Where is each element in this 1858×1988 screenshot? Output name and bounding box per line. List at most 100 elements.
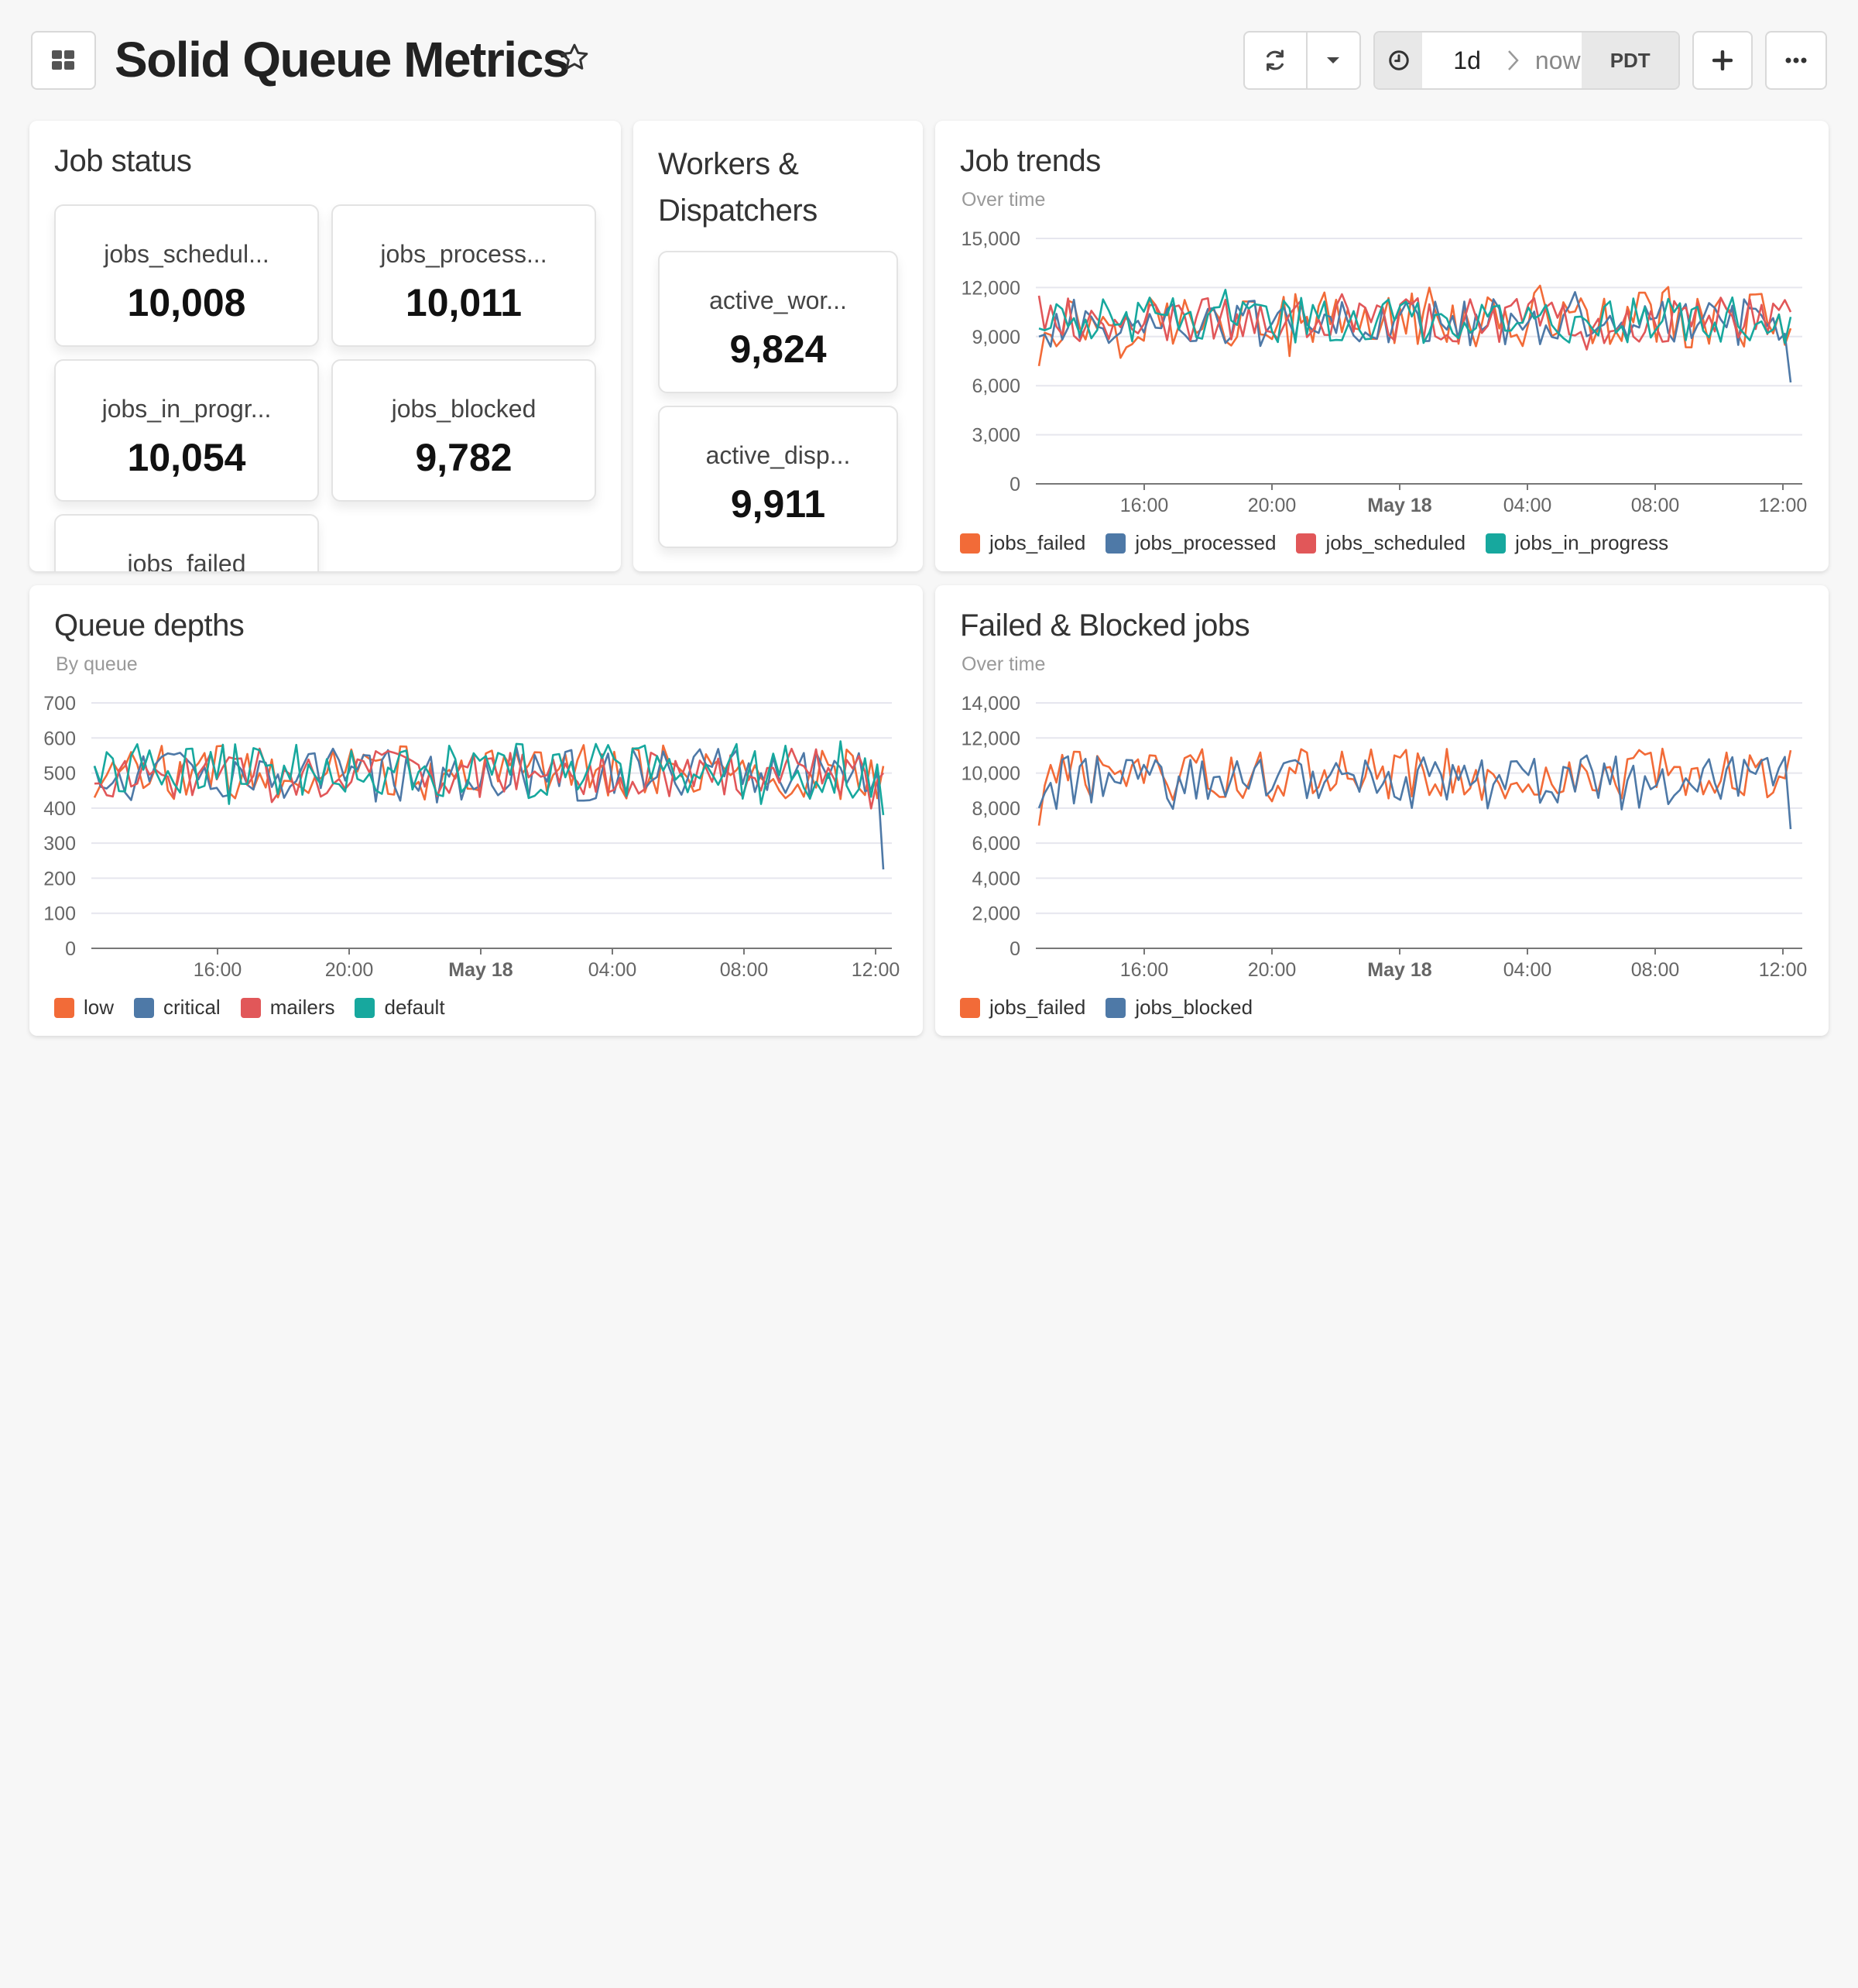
stat-label: jobs_schedul... <box>104 240 269 268</box>
y-tick-label: 14,000 <box>962 693 1020 715</box>
y-tick-label: 0 <box>65 938 76 960</box>
x-tick-label: 12:00 <box>1759 495 1808 516</box>
add-panel-button[interactable] <box>1692 31 1753 90</box>
y-tick-label: 2,000 <box>972 903 1020 925</box>
stat-jobs-failed[interactable]: jobs_failed <box>54 514 319 571</box>
stat-value: 9,824 <box>729 327 827 371</box>
timezone-label: PDT <box>1609 48 1651 72</box>
legend-item-jobs_failed[interactable]: jobs_failed <box>960 996 1085 1020</box>
panel-subtitle: By queue <box>56 653 138 675</box>
x-tick-label: 20:00 <box>1248 495 1297 516</box>
y-tick-label: 6,000 <box>972 375 1020 397</box>
legend-label: jobs_processed <box>1135 531 1277 554</box>
time-range-picker[interactable]: 1d now PDT <box>1373 31 1680 90</box>
stat-jobs-in-progress[interactable]: jobs_in_progr... 10,054 <box>54 359 319 502</box>
legend-item-jobs_blocked[interactable]: jobs_blocked <box>1106 996 1253 1020</box>
legend-item-default[interactable]: default <box>355 996 445 1020</box>
legend-item-jobs_failed[interactable]: jobs_failed <box>960 531 1085 555</box>
series-line-jobs_scheduled[interactable] <box>1037 293 1792 351</box>
stat-label: jobs_failed <box>127 550 246 571</box>
panel-title-line: Dispatchers <box>658 194 818 228</box>
stat-jobs-scheduled[interactable]: jobs_schedul... 10,008 <box>54 204 319 347</box>
time-range-end: now <box>1534 46 1581 74</box>
stat-jobs-processed[interactable]: jobs_process... 10,011 <box>331 204 596 347</box>
panel-subtitle: Over time <box>962 189 1046 211</box>
panel-title: Job trends <box>960 144 1101 178</box>
y-tick-label: 10,000 <box>962 763 1020 785</box>
x-tick-label: 04:00 <box>1503 495 1552 516</box>
timezone-button[interactable]: PDT <box>1582 33 1678 88</box>
clock-icon <box>1388 50 1409 70</box>
y-tick-label: 300 <box>43 833 76 855</box>
stat-label: jobs_blocked <box>391 395 536 423</box>
y-tick-label: 8,000 <box>972 798 1020 820</box>
legend-swatch <box>960 997 980 1018</box>
x-tick-label: 20:00 <box>1248 959 1297 981</box>
series-line-jobs_blocked[interactable] <box>1037 754 1792 830</box>
x-tick-label: 08:00 <box>1631 495 1680 516</box>
x-tick-label: May 18 <box>1367 495 1431 516</box>
x-tick-label: 16:00 <box>1120 959 1169 981</box>
legend-swatch <box>1106 533 1126 554</box>
panel-title: Workers & Dispatchers <box>658 141 818 234</box>
stat-active-dispatchers[interactable]: active_disp... 9,911 <box>658 406 898 548</box>
legend-item-jobs_processed[interactable]: jobs_processed <box>1106 531 1276 555</box>
stat-label: active_disp... <box>705 441 851 469</box>
y-tick-label: 500 <box>43 763 76 785</box>
favorite-star-icon[interactable] <box>559 42 590 77</box>
x-tick-label: 04:00 <box>1503 959 1552 981</box>
series-line-jobs_in_progress[interactable] <box>1038 289 1792 344</box>
job-trends-chart[interactable]: 0 3,000 6,000 9,000 12,000 15,000 16:00 20:00 Ma… <box>935 121 1829 554</box>
grid-icon <box>52 50 74 70</box>
refresh-icon <box>1267 50 1284 71</box>
legend-item-mailers[interactable]: mailers <box>240 996 334 1020</box>
legend-swatch <box>1486 533 1507 554</box>
y-tick-label: 0 <box>1010 938 1020 960</box>
legend-swatch <box>134 997 155 1018</box>
dashboards-button[interactable] <box>31 31 96 90</box>
legend-swatch <box>240 997 261 1018</box>
chart-legend: jobs_failed jobs_blocked <box>960 996 1273 1020</box>
y-tick-label: 12,000 <box>962 728 1020 749</box>
legend-swatch <box>355 997 375 1018</box>
y-tick-label: 4,000 <box>972 868 1020 889</box>
stat-value: 10,008 <box>127 281 246 324</box>
y-tick-label: 6,000 <box>972 833 1020 855</box>
chart-legend: low critical mailers default <box>54 996 465 1020</box>
more-options-button[interactable] <box>1765 31 1827 90</box>
failed-blocked-chart[interactable]: 0 2,000 4,000 6,000 8,000 10,000 12,000 14,000 1… <box>935 585 1829 1019</box>
clock-button[interactable] <box>1375 33 1423 88</box>
legend-swatch <box>960 533 980 554</box>
y-tick-label: 400 <box>43 798 76 820</box>
legend-item-jobs_in_progress[interactable]: jobs_in_progress <box>1486 531 1668 555</box>
x-tick-label: 16:00 <box>194 959 242 981</box>
x-tick-label: 16:00 <box>1120 495 1169 516</box>
y-tick-label: 3,000 <box>972 425 1020 447</box>
stat-value: 9,782 <box>415 436 512 479</box>
legend-item-critical[interactable]: critical <box>134 996 221 1020</box>
queue-depths-chart[interactable]: 0 100 200 300 400 500 600 700 16:00 20:00 May 18 04… <box>29 585 923 1019</box>
panel-title-line: Workers & <box>658 147 799 181</box>
series-line-default[interactable] <box>93 740 885 816</box>
legend-item-jobs_scheduled[interactable]: jobs_scheduled <box>1296 531 1465 555</box>
y-tick-label: 0 <box>1010 474 1020 495</box>
stat-label: jobs_in_progr... <box>101 395 272 423</box>
panel-title: Failed & Blocked jobs <box>960 608 1250 643</box>
stat-active-workers[interactable]: active_wor... 9,824 <box>658 251 898 393</box>
y-tick-label: 12,000 <box>962 277 1020 299</box>
x-tick-label: 08:00 <box>1631 959 1680 981</box>
legend-label: jobs_failed <box>989 531 1086 554</box>
panel-title: Job status <box>54 144 192 178</box>
x-tick-label: 04:00 <box>588 959 637 981</box>
failed-blocked-panel: Failed & Blocked jobs Over time 0 2,000 4,… <box>935 585 1829 1036</box>
legend-label: low <box>84 996 115 1019</box>
x-tick-label: 08:00 <box>720 959 769 981</box>
series-line-mailers[interactable] <box>94 747 884 810</box>
chevron-right-icon <box>1507 50 1519 70</box>
refresh-button[interactable] <box>1245 33 1306 88</box>
legend-item-low[interactable]: low <box>54 996 114 1020</box>
refresh-interval-dropdown[interactable] <box>1305 33 1359 88</box>
stat-jobs-blocked[interactable]: jobs_blocked 9,782 <box>331 359 596 502</box>
x-tick-label: 12:00 <box>852 959 900 981</box>
time-range-start: 1d <box>1453 46 1481 74</box>
